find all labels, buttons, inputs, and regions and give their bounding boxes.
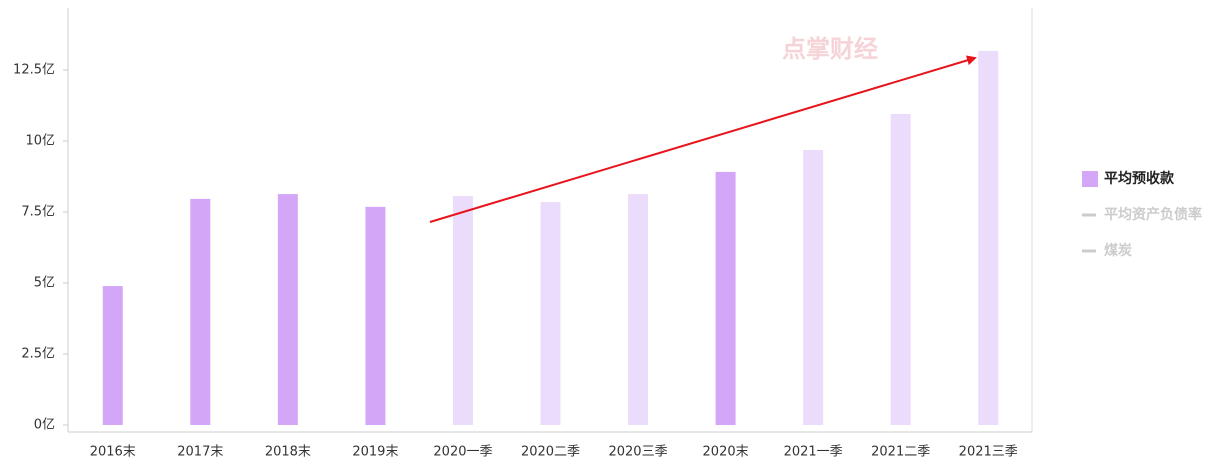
legend-label: 平均资产负债率: [1104, 206, 1202, 223]
trend-arrow: [429, 55, 977, 223]
x-tick-label: 2020三季: [608, 445, 667, 460]
legend-swatch: [1082, 171, 1098, 187]
x-tick-label: 2020二季: [521, 445, 580, 460]
bar: [452, 196, 473, 425]
x-tick-label: 2019末: [352, 445, 398, 460]
bar: [102, 286, 123, 425]
bar: [190, 198, 211, 425]
y-tick-label: 12.5亿: [13, 62, 55, 77]
bar: [365, 206, 386, 425]
x-tick-label: 2020一季: [433, 445, 492, 460]
x-tick-label: 2020末: [703, 445, 749, 460]
x-tick-label: 2016末: [90, 445, 136, 460]
watermark: 点掌财经: [782, 35, 878, 63]
bar: [803, 150, 824, 425]
legend-label: 煤炭: [1104, 242, 1132, 259]
bar: [715, 171, 736, 425]
bar: [540, 202, 561, 425]
x-tick-label: 2021一季: [784, 445, 843, 460]
bar: [890, 113, 911, 426]
bar: [628, 194, 649, 425]
legend-label: 平均预收款: [1104, 170, 1175, 187]
y-tick-label: 5亿: [34, 275, 55, 290]
y-tick-label: 7.5亿: [21, 204, 55, 219]
bar: [277, 194, 298, 425]
y-tick-label: 0亿: [34, 418, 55, 433]
y-tick-label: 2.5亿: [21, 346, 55, 361]
y-tick-label: 10亿: [25, 133, 55, 148]
bar: [978, 50, 999, 425]
x-tick-label: 2017末: [177, 445, 223, 460]
x-tick-label: 2021三季: [959, 445, 1018, 460]
x-tick-label: 2021二季: [871, 445, 930, 460]
x-tick-label: 2018末: [265, 445, 311, 460]
